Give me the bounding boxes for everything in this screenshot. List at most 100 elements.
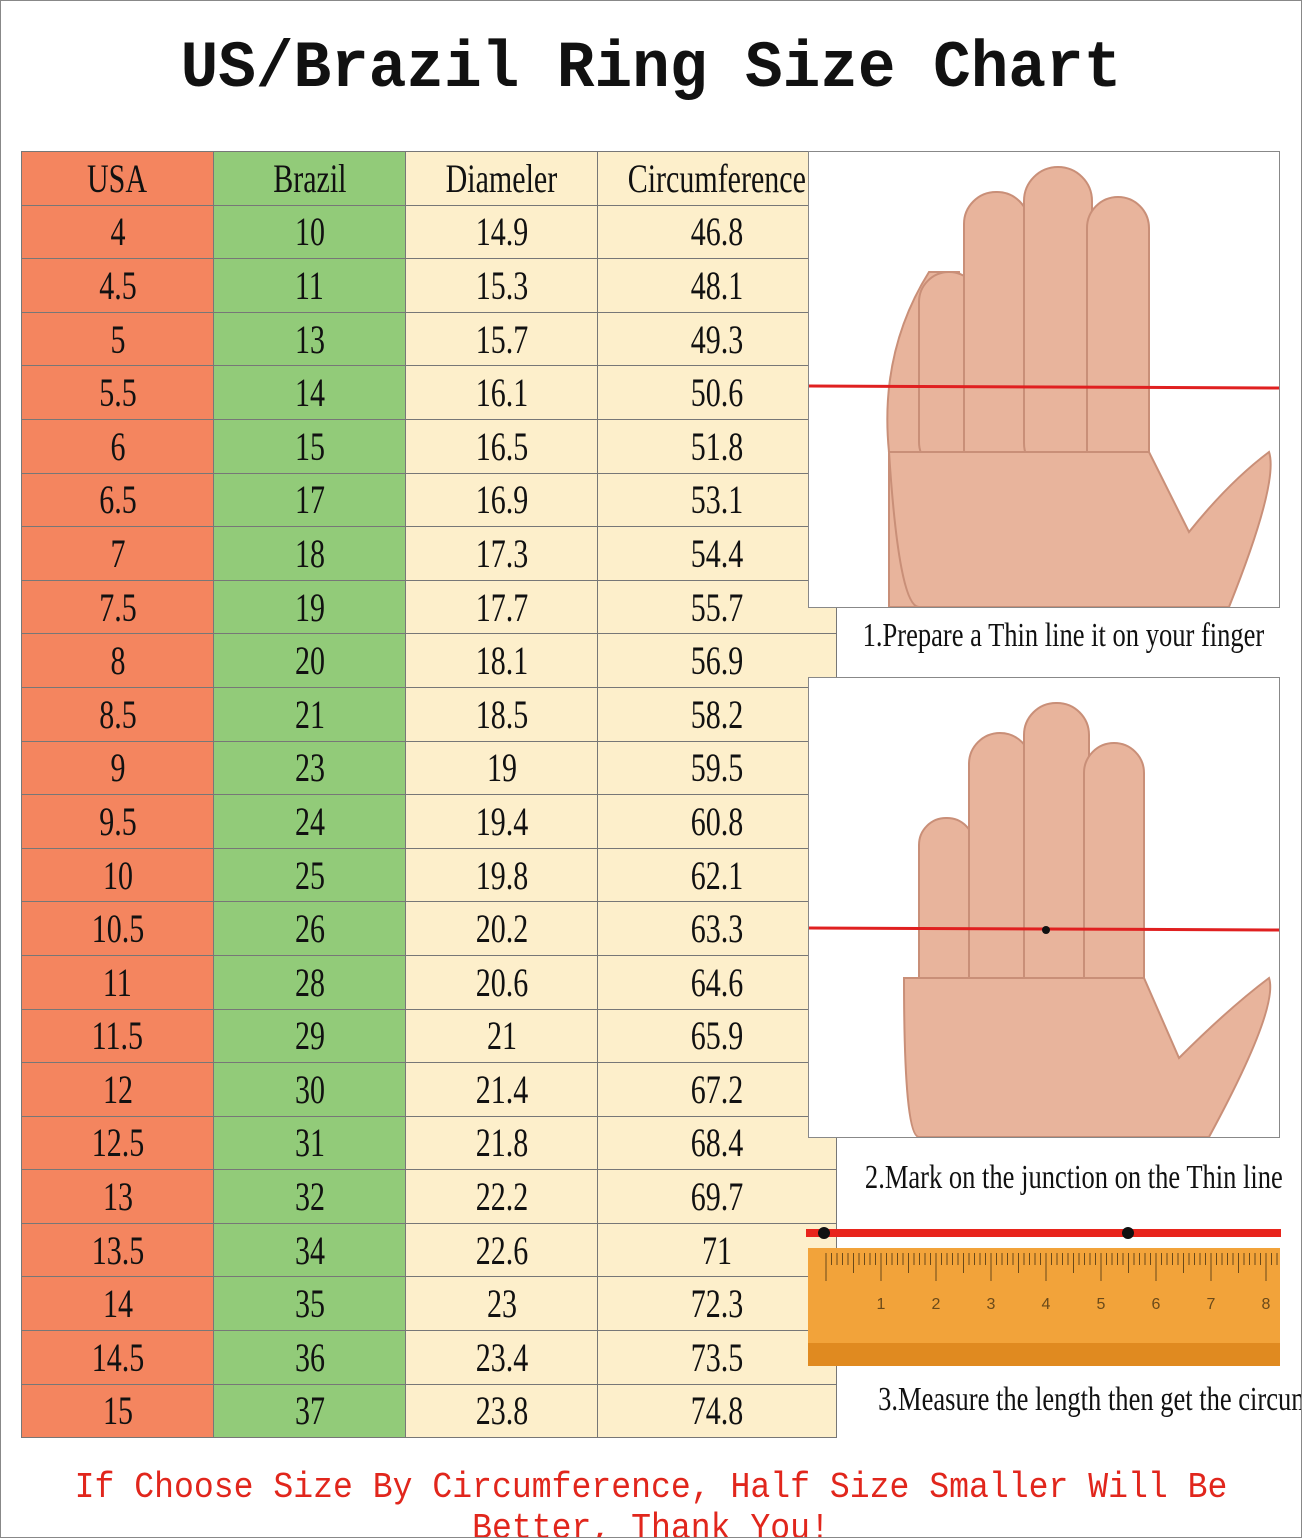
cell-value: 19 (294, 584, 325, 630)
ruler-label: 6 (1152, 1296, 1161, 1313)
cell-usa: 13 (21, 1169, 214, 1224)
cell-circumference: 63.3 (597, 901, 837, 956)
cell-circumference: 60.8 (597, 794, 837, 849)
step-1-caption: 1.Prepare a Thin line it on your finger (862, 617, 1265, 654)
table-row: 15 37 23.8 74.8 (21, 1383, 837, 1439)
cell-diameter: 21.8 (405, 1115, 598, 1171)
cell-usa: 9 (21, 740, 214, 796)
cell-circumference: 48.1 (597, 258, 837, 313)
cell-value: 50.6 (690, 370, 744, 416)
step-3-caption: 3.Measure the length then get the circum… (878, 1381, 1301, 1418)
cell-diameter: 21 (405, 1008, 598, 1064)
table-row: 5.5 14 16.1 50.6 (21, 365, 837, 420)
cell-circumference: 58.2 (597, 686, 837, 742)
cell-circumference: 50.6 (597, 365, 837, 420)
cell-value: 60.8 (690, 798, 744, 844)
cell-value: 68.4 (690, 1120, 744, 1166)
footer-note: If Choose Size By Circumference, Half Si… (74, 1467, 1228, 1538)
ruler-label: 7 (1207, 1296, 1216, 1313)
cell-value: 15 (102, 1388, 133, 1434)
cell-circumference: 59.5 (597, 740, 837, 796)
table-row: 9.5 24 19.4 60.8 (21, 794, 837, 849)
ruler-label: 1 (877, 1296, 886, 1313)
table-row: 7.5 19 17.7 55.7 (21, 579, 837, 635)
cell-value: 10.5 (91, 906, 144, 952)
cell-usa: 11 (21, 954, 214, 1010)
step-2-caption: 2.Mark on the junction on the Thin line (864, 1159, 1283, 1196)
cell-value: 23 (294, 745, 325, 791)
cell-usa: 10 (21, 847, 214, 903)
cell-value: 35 (294, 1281, 325, 1327)
cell-circumference: 49.3 (597, 311, 837, 367)
table-row: 12.5 31 21.8 68.4 (21, 1115, 837, 1171)
cell-value: 32 (294, 1174, 325, 1220)
cell-diameter: 17.7 (405, 579, 598, 635)
cell-value: 30 (294, 1066, 325, 1112)
cell-usa: 4.5 (21, 258, 214, 313)
column-label: Circumference (627, 155, 806, 201)
cell-brazil: 34 (213, 1222, 406, 1278)
cell-value: 14.9 (475, 209, 528, 255)
cell-brazil: 24 (213, 794, 406, 849)
cell-value: 6.5 (98, 477, 137, 523)
table-row: 14 35 23 72.3 (21, 1276, 837, 1332)
thread-line (808, 384, 1280, 390)
cell-usa: 5 (21, 311, 214, 367)
cell-brazil: 20 (213, 633, 406, 688)
cell-value: 73.5 (690, 1334, 744, 1380)
cell-brazil: 15 (213, 418, 406, 474)
cell-circumference: 72.3 (597, 1276, 837, 1332)
ruler-label: 2 (932, 1296, 941, 1313)
cell-brazil: 10 (213, 204, 406, 260)
cell-circumference: 65.9 (597, 1008, 837, 1064)
cell-diameter: 22.6 (405, 1222, 598, 1278)
cell-value: 18.5 (475, 691, 528, 737)
cell-diameter: 15.7 (405, 311, 598, 367)
cell-value: 8.5 (98, 691, 137, 737)
cell-circumference: 68.4 (597, 1115, 837, 1171)
cell-value: 10 (102, 852, 133, 898)
cell-brazil: 26 (213, 901, 406, 956)
cell-diameter: 18.5 (405, 686, 598, 742)
cell-brazil: 23 (213, 740, 406, 796)
start-mark (818, 1227, 830, 1239)
cell-brazil: 14 (213, 365, 406, 420)
cell-value: 17 (294, 477, 325, 523)
cell-brazil: 11 (213, 258, 406, 313)
cell-value: 7.5 (98, 584, 137, 630)
cell-diameter: 16.5 (405, 418, 598, 474)
cell-value: 25 (294, 852, 325, 898)
cell-brazil: 37 (213, 1383, 406, 1439)
cell-usa: 13.5 (21, 1222, 214, 1278)
cell-value: 12.5 (91, 1120, 144, 1166)
hand-image-step-2 (808, 677, 1280, 1138)
cell-value: 13.5 (91, 1227, 144, 1273)
table-row: 12 30 21.4 67.2 (21, 1062, 837, 1117)
cell-value: 59.5 (690, 745, 744, 791)
cell-circumference: 71 (597, 1222, 837, 1278)
cell-usa: 12 (21, 1062, 214, 1117)
cell-usa: 5.5 (21, 365, 214, 420)
cell-value: 14 (102, 1281, 133, 1327)
hand-image-step-1 (808, 151, 1280, 608)
cell-circumference: 51.8 (597, 418, 837, 474)
column-label: USA (87, 155, 148, 201)
cell-usa: 11.5 (21, 1008, 214, 1064)
cell-brazil: 13 (213, 311, 406, 367)
header-usa: USA (21, 151, 214, 206)
cell-value: 14.5 (91, 1334, 144, 1380)
ruler-label: 8 (1262, 1296, 1271, 1313)
cell-value: 34 (294, 1227, 325, 1273)
cell-value: 56.9 (690, 638, 744, 684)
cell-brazil: 35 (213, 1276, 406, 1332)
table-row: 10 25 19.8 62.1 (21, 847, 837, 903)
cell-value: 11 (103, 959, 132, 1005)
cell-circumference: 46.8 (597, 204, 837, 260)
cell-brazil: 32 (213, 1169, 406, 1224)
cell-circumference: 55.7 (597, 579, 837, 635)
cell-circumference: 62.1 (597, 847, 837, 903)
cell-diameter: 19.8 (405, 847, 598, 903)
cell-value: 64.6 (690, 959, 744, 1005)
cell-value: 22.2 (475, 1174, 528, 1220)
header-circumference: Circumference (597, 151, 837, 206)
